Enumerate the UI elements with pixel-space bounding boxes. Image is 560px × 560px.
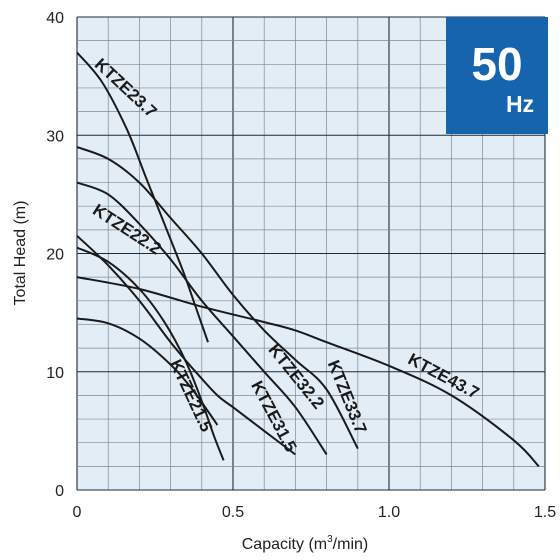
- x-tick-labels: 0 0.5 1.0 1.5: [73, 504, 557, 521]
- curve-ktze32-2: [76, 181, 328, 456]
- y-axis-title: Total Head (m): [12, 201, 29, 306]
- curve-ktze31-5: [76, 235, 297, 456]
- curve-ktze22-2: [76, 246, 225, 461]
- x-tick-label: 0.5: [222, 504, 244, 521]
- performance-curves: [76, 51, 540, 468]
- x-tick-label: 0: [73, 504, 82, 521]
- x-axis-title: Capacity (m3/min): [242, 534, 368, 553]
- curve-ktze43-7: [76, 276, 540, 468]
- x-tick-label: 1.5: [534, 504, 556, 521]
- y-tick-label: 40: [46, 10, 64, 27]
- x-tick-label: 1.0: [378, 504, 400, 521]
- y-tick-label: 20: [46, 247, 64, 264]
- y-tick-label: 30: [46, 128, 64, 145]
- frequency-badge: 50 Hz: [446, 17, 548, 134]
- curve-ktze33-7: [76, 146, 359, 450]
- curve-ktze23-7: [76, 51, 209, 343]
- frequency-unit: Hz: [506, 91, 534, 117]
- curve-ktze21-5: [76, 317, 219, 426]
- frequency-value: 50: [471, 38, 522, 90]
- y-tick-label: 10: [46, 365, 64, 382]
- y-tick-label: 0: [55, 483, 64, 500]
- y-tick-labels: 0 10 20 30 40: [46, 10, 64, 500]
